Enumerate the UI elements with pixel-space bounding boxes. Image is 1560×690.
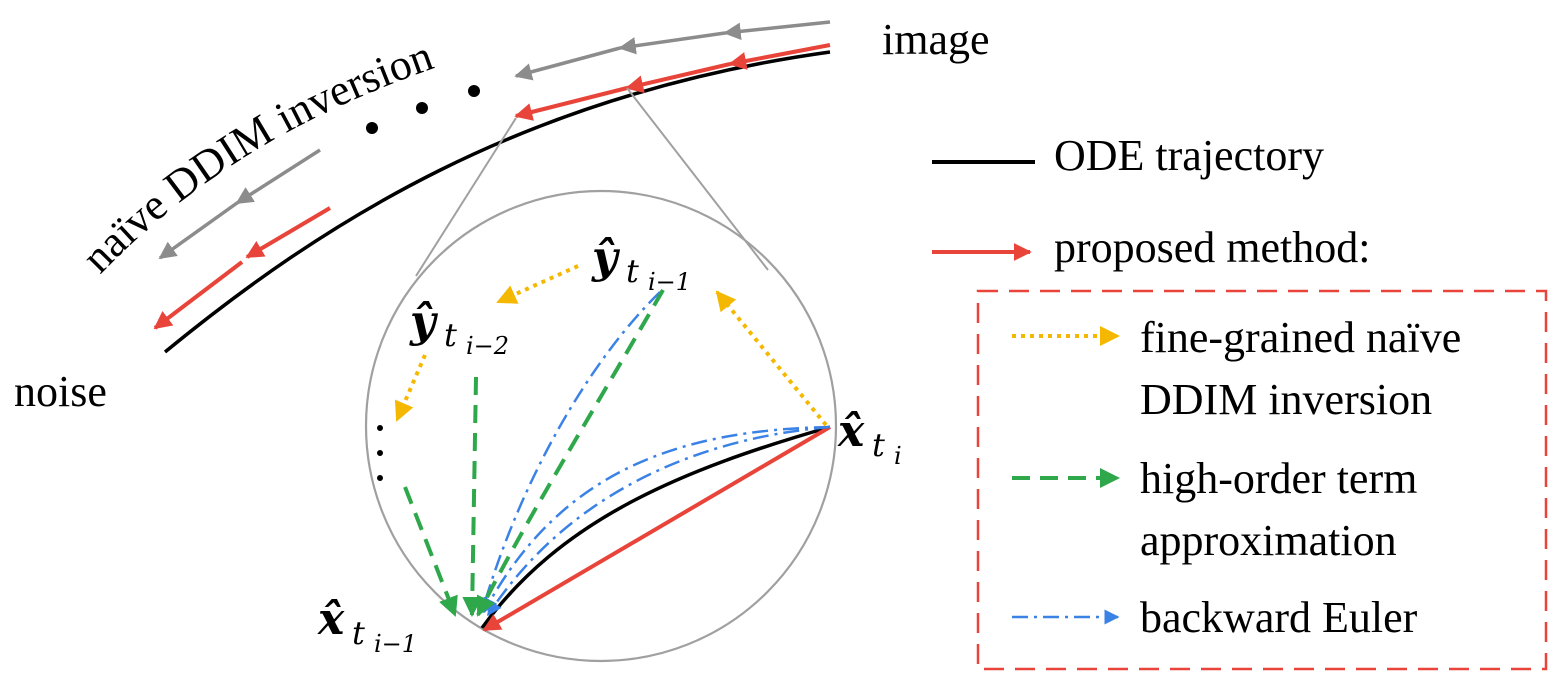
label-x-t-i-minus-1: x̂ t i−1 xyxy=(317,594,417,658)
svg-text:t: t xyxy=(352,614,365,652)
svg-text:ŷ: ŷ xyxy=(409,296,439,347)
label-y-t-i-minus-2: ŷ t i−2 xyxy=(409,296,509,360)
legend-proposed-label: proposed method: xyxy=(1054,223,1371,272)
svg-text:i−2: i−2 xyxy=(466,332,509,360)
ode-trajectory-curve xyxy=(163,50,831,354)
svg-text:fine-grained naïve: fine-grained naïve xyxy=(1140,313,1461,362)
svg-text:backward Euler: backward Euler xyxy=(1140,593,1418,642)
svg-text:ŷ: ŷ xyxy=(591,232,621,283)
label-x-t-i: x̂ t i xyxy=(837,406,902,470)
proposed-method-arrows xyxy=(153,43,831,330)
legend-ode: ODE trajectory xyxy=(932,131,1324,180)
legend-high-order: high-order term approximation xyxy=(1012,454,1417,565)
svg-text:DDIM inversion: DDIM inversion xyxy=(1140,375,1432,424)
naive-inversion-label: naïve DDIM inversion xyxy=(72,31,439,282)
svg-text:approximation: approximation xyxy=(1140,516,1397,565)
backward-euler-arrows xyxy=(478,291,831,617)
zoom-circle xyxy=(364,189,838,663)
svg-text:x̂: x̂ xyxy=(317,594,345,645)
svg-text:t: t xyxy=(872,426,885,464)
fine-grained-arrows xyxy=(394,264,828,427)
high-order-arrows xyxy=(403,289,665,617)
svg-text:high-order term: high-order term xyxy=(1140,454,1417,503)
ellipsis-dots xyxy=(366,85,480,134)
legend-subbox xyxy=(976,289,1548,671)
naive-inversion-arrows xyxy=(158,20,831,260)
label-y-t-i-minus-1: ŷ t i−1 xyxy=(591,232,691,296)
zoom-ode-curve xyxy=(480,425,831,630)
svg-text:t: t xyxy=(626,252,639,290)
legend-proposed: proposed method: xyxy=(932,223,1371,272)
zoom-proposed-arrow xyxy=(482,425,832,632)
svg-text:i−1: i−1 xyxy=(374,630,417,658)
image-label: image xyxy=(882,15,990,64)
svg-text:i−1: i−1 xyxy=(648,268,691,296)
legend: ODE trajectory proposed method: fine-gra… xyxy=(932,131,1548,671)
legend-backward-euler: backward Euler xyxy=(1012,593,1418,642)
vertical-ellipsis xyxy=(377,425,383,481)
legend-fine-grained: fine-grained naïve DDIM inversion xyxy=(1012,313,1461,424)
noise-label: noise xyxy=(14,367,107,416)
svg-text:i: i xyxy=(894,442,902,470)
legend-ode-label: ODE trajectory xyxy=(1054,131,1324,180)
svg-text:x̂: x̂ xyxy=(837,406,865,457)
svg-text:t: t xyxy=(444,316,457,354)
